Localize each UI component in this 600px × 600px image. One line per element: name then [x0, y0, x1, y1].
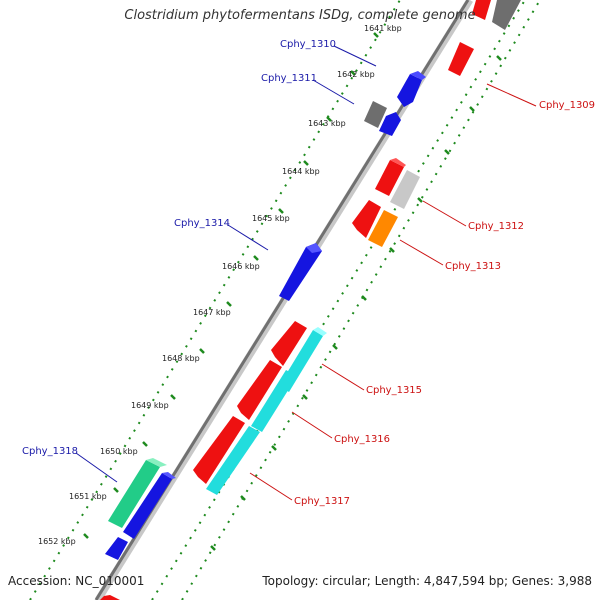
map-title: Clostridium phytofermentans ISDg, comple…	[124, 8, 476, 23]
gene-cphy-1312-red	[375, 158, 406, 196]
gene-label-cphy-1311: Cphy_1311	[261, 73, 317, 84]
far-right-tick-ring	[181, 0, 541, 600]
tick-label-1652: 1652 kbp	[38, 537, 76, 546]
gene-label-cphy-1312: Cphy_1312	[468, 221, 524, 232]
gene-bottom-red	[100, 595, 120, 600]
genome-summary-text: Topology: circular; Length: 4,847,594 bp…	[262, 574, 592, 588]
tick-label-1648: 1648 kbp	[162, 354, 200, 363]
gene-cphy-1312-red-lower	[352, 200, 381, 238]
tick-label-1641: 1641 kbp	[364, 24, 402, 33]
tick-label-1644: 1644 kbp	[282, 167, 320, 176]
gene-label-cphy-1310: Cphy_1310	[280, 39, 336, 50]
gene-label-cphy-1309: Cphy_1309	[539, 100, 595, 111]
gene-label-cphy-1316: Cphy_1316	[334, 434, 390, 445]
tick-label-1650: 1650 kbp	[100, 447, 138, 456]
gene-cphy-1309-red	[448, 42, 474, 76]
gene-cphy-1310-blue	[397, 71, 426, 107]
accession-text: Accession: NC_010001	[8, 574, 145, 588]
gene-cphy-1311-gray	[364, 101, 387, 128]
gene-cphy-1316-red	[237, 360, 282, 420]
tick-label-1651: 1651 kbp	[69, 492, 107, 501]
gene-cphy-1312-lightgray	[390, 170, 420, 209]
gene-label-cphy-1317: Cphy_1317	[294, 496, 350, 507]
tick-label-1646: 1646 kbp	[222, 262, 260, 271]
gene-cphy-1309-gray	[492, 0, 521, 30]
gene-top-red	[472, 0, 491, 20]
gene-cphy-1318-blue	[123, 472, 176, 539]
inner-right-tick-ring	[151, 0, 526, 600]
tick-label-1645: 1645 kbp	[252, 214, 290, 223]
gene-cphy-1314-blue	[279, 243, 322, 301]
gene-cphy-1313-orange	[368, 210, 398, 247]
tick-label-1649: 1649 kbp	[131, 401, 169, 410]
gene-small-blue-bottom	[105, 537, 128, 560]
tick-label-1642: 1642 kbp	[337, 70, 375, 79]
tick-label-1643: 1643 kbp	[308, 119, 346, 128]
tick-label-1647: 1647 kbp	[193, 308, 231, 317]
gene-label-cphy-1315: Cphy_1315	[366, 385, 422, 396]
gene-label-cphy-1318: Cphy_1318	[22, 446, 78, 457]
gene-cphy-1318-green	[108, 458, 167, 528]
gene-label-cphy-1313: Cphy_1313	[445, 261, 501, 272]
gene-cphy-1316-cyan	[251, 370, 297, 432]
gene-cphy-1317-cyan	[206, 426, 260, 495]
gene-cphy-1311-blue	[379, 112, 401, 136]
gene-cphy-1315-red	[271, 321, 307, 366]
gene-label-cphy-1314: Cphy_1314	[174, 218, 230, 229]
gene-cphy-1317-red	[193, 416, 245, 484]
outer-left-tick-ring	[29, 0, 401, 600]
